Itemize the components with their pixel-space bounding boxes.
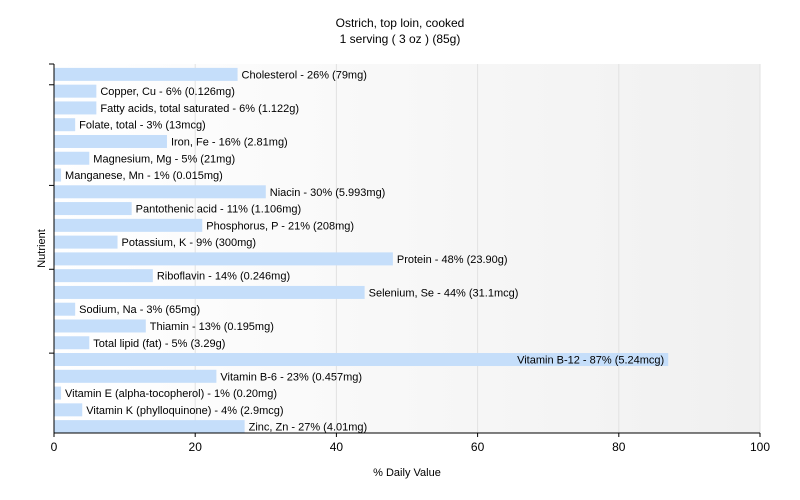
x-tick-label: 100	[750, 440, 770, 454]
bar-label: Pantothenic acid - 11% (1.106mg)	[136, 204, 302, 216]
y-axis-title: Nutrient	[36, 229, 48, 268]
bar	[54, 185, 266, 199]
bar-label: Folate, total - 3% (13mcg)	[79, 120, 206, 132]
bar-label: Total lipid (fat) - 5% (3.29g)	[93, 338, 225, 350]
bar-label: Vitamin K (phylloquinone) - 4% (2.9mcg)	[86, 405, 283, 417]
bar-label: Manganese, Mn - 1% (0.015mg)	[65, 170, 223, 182]
bar	[54, 336, 90, 350]
bar-label: Protein - 48% (23.90g)	[397, 254, 508, 266]
bar	[54, 118, 76, 132]
bar-label: Potassium, K - 9% (300mg)	[122, 237, 257, 249]
chart-subtitle: 1 serving ( 3 oz ) (85g)	[339, 32, 461, 46]
bar	[54, 420, 245, 434]
x-tick-label: 60	[471, 440, 485, 454]
bar	[54, 285, 365, 299]
bar	[54, 386, 62, 400]
bar-label: Magnesium, Mg - 5% (21mg)	[93, 153, 235, 165]
bar-label: Vitamin E (alpha-tocopherol) - 1% (0.20m…	[65, 388, 277, 400]
x-tick-label: 40	[330, 440, 344, 454]
x-tick-label: 20	[189, 440, 203, 454]
bar	[54, 202, 132, 216]
bar-label: Sodium, Na - 3% (65mg)	[79, 304, 200, 316]
bar	[54, 101, 97, 115]
bar	[54, 403, 83, 417]
bar-label: Copper, Cu - 6% (0.126mg)	[100, 86, 235, 98]
bar-label: Fatty acids, total saturated - 6% (1.122…	[100, 103, 299, 115]
bar-label: Vitamin B-12 - 87% (5.24mcg)	[517, 355, 664, 367]
x-tick-labels: 0 20 40 60 80 100	[51, 433, 770, 454]
bar	[54, 151, 90, 165]
bar-label: Zinc, Zn - 27% (4.01mg)	[249, 422, 368, 434]
bar	[54, 168, 62, 182]
bar-label: Vitamin B-6 - 23% (0.457mg)	[220, 371, 362, 383]
bar	[54, 269, 153, 283]
bar	[54, 67, 238, 81]
bar	[54, 84, 97, 98]
bars	[54, 67, 669, 434]
bar-label: Niacin - 30% (5.993mg)	[270, 187, 386, 199]
bar-label: Thiamin - 13% (0.195mg)	[150, 321, 274, 333]
x-tick-label: 80	[612, 440, 626, 454]
x-axis-title: % Daily Value	[373, 467, 441, 479]
bar-label: Cholesterol - 26% (79mg)	[242, 69, 367, 81]
bar	[54, 134, 167, 148]
bar-label: Selenium, Se - 44% (31.1mcg)	[369, 287, 519, 299]
bar	[54, 353, 669, 367]
bar-label: Phosphorus, P - 21% (208mg)	[206, 220, 354, 232]
bar	[54, 319, 146, 333]
bar	[54, 235, 118, 249]
bar	[54, 252, 393, 266]
bar-label: Iron, Fe - 16% (2.81mg)	[171, 136, 288, 148]
bar	[54, 302, 76, 316]
axes	[49, 63, 760, 434]
bar	[54, 218, 203, 232]
gridlines	[194, 64, 761, 433]
bar-label: Riboflavin - 14% (0.246mg)	[157, 271, 290, 283]
x-tick-label: 0	[51, 440, 58, 454]
bar	[54, 369, 217, 383]
chart-title: Ostrich, top loin, cooked	[335, 16, 465, 30]
bar-labels: Cholesterol - 26% (79mg) Copper, Cu - 6% …	[65, 69, 664, 433]
chart-title-block: Ostrich, top loin, cooked 1 serving ( 3 …	[0, 15, 800, 47]
